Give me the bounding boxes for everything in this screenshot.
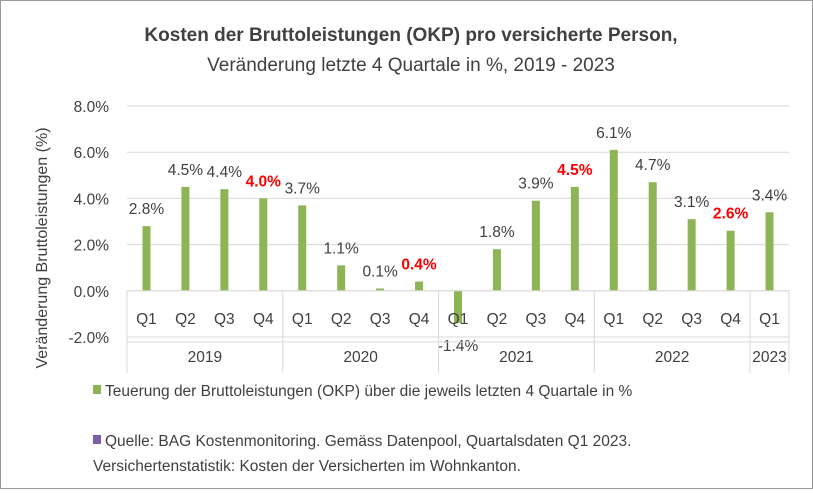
x-tick-label: Q1 — [603, 311, 624, 328]
source-note-line1: Quelle: BAG Kostenmonitoring. Gemäss Dat… — [105, 433, 631, 450]
data-label: 4.7% — [635, 157, 671, 174]
y-tick-label: 0.0% — [74, 284, 110, 301]
data-label: 2.8% — [129, 201, 165, 218]
y-tick-label: 2.0% — [74, 238, 110, 255]
x-tick-label: Q2 — [487, 311, 508, 328]
x-tick-label: Q1 — [759, 311, 780, 328]
data-label: 4.5% — [557, 162, 593, 179]
chart-subtitle: Veränderung letzte 4 Quartale in %, 2019… — [207, 55, 615, 76]
year-label: 2019 — [188, 349, 222, 366]
bar — [726, 230, 735, 291]
data-label: 6.1% — [596, 125, 632, 142]
data-labels: 2.8%4.5% 4.4%4.0% 3.7%1.1%0.1% 0.4%-1.4%1.8… — [129, 125, 788, 355]
data-label: 3.1% — [674, 194, 710, 211]
bar — [220, 189, 229, 291]
data-label: 2.6% — [713, 206, 749, 223]
year-label: 2023 — [752, 349, 786, 366]
x-tick-label: Q3 — [526, 311, 547, 328]
source-note-line2: Versichertenstatistik: Kosten der Versic… — [93, 458, 521, 475]
bar — [298, 205, 307, 291]
bar — [648, 182, 657, 291]
x-tick-label: Q4 — [720, 311, 741, 328]
data-label: 3.4% — [752, 187, 788, 204]
source-note-marker — [93, 435, 101, 444]
x-tick-label: Q1 — [292, 311, 313, 328]
x-tick-label: Q4 — [564, 311, 585, 328]
bar — [492, 249, 501, 291]
y-axis-ticks: -2.0% 0.0% 2.0% 4.0% 6.0% 8.0% — [69, 99, 110, 347]
data-label: 1.8% — [479, 224, 515, 241]
x-tick-label: Q2 — [175, 311, 196, 328]
bar — [337, 265, 346, 291]
x-axis: Q1 Q2 Q3 Q4 Q1 Q2 Q3 Q4 Q1 Q2 Q3 Q4 Q1 Q2 Q3 Q4 Q1 2019 20… — [126, 290, 790, 373]
bar-series — [142, 149, 774, 324]
year-label: 2020 — [343, 349, 378, 366]
bar — [142, 226, 151, 291]
x-tick-label: Q1 — [448, 311, 469, 328]
data-label: -1.4% — [438, 338, 479, 355]
legend-label: Teuerung der Bruttoleistungen (OKP) über… — [105, 383, 633, 400]
x-tick-label: Q2 — [331, 311, 352, 328]
x-tick-label: Q1 — [136, 311, 157, 328]
x-tick-label: Q4 — [253, 311, 274, 328]
legend-swatch — [93, 385, 101, 394]
y-axis-label: Veränderung Bruttoleistungen (%) — [34, 127, 51, 368]
data-label: 4.4% — [207, 164, 243, 181]
bar — [376, 288, 385, 291]
bar — [765, 212, 774, 291]
bar — [609, 149, 618, 291]
y-tick-label: 8.0% — [74, 99, 110, 116]
bar — [570, 186, 579, 291]
bar — [687, 219, 696, 291]
x-tick-label: Q3 — [681, 311, 702, 328]
bar — [415, 281, 424, 291]
year-label: 2022 — [655, 349, 689, 366]
data-label: 4.5% — [168, 162, 204, 179]
x-tick-label: Q4 — [409, 311, 430, 328]
data-label: 0.1% — [362, 263, 398, 280]
y-tick-label: 4.0% — [74, 191, 110, 208]
x-tick-label: Q3 — [370, 311, 391, 328]
data-label: 4.0% — [246, 173, 282, 190]
data-label: 3.9% — [518, 176, 554, 193]
x-tick-label: Q3 — [214, 311, 235, 328]
bar — [531, 200, 540, 291]
chart-title: Kosten der Bruttoleistungen (OKP) pro ve… — [144, 25, 677, 46]
year-label: 2021 — [499, 349, 533, 366]
bar — [181, 186, 190, 291]
data-label: 0.4% — [401, 257, 437, 274]
bar — [454, 290, 462, 324]
data-label: 3.7% — [285, 180, 321, 197]
y-tick-label: 6.0% — [74, 145, 110, 162]
data-label: 1.1% — [324, 240, 360, 257]
bar — [259, 198, 268, 291]
x-tick-label: Q2 — [642, 311, 663, 328]
y-tick-label: -2.0% — [69, 330, 110, 347]
